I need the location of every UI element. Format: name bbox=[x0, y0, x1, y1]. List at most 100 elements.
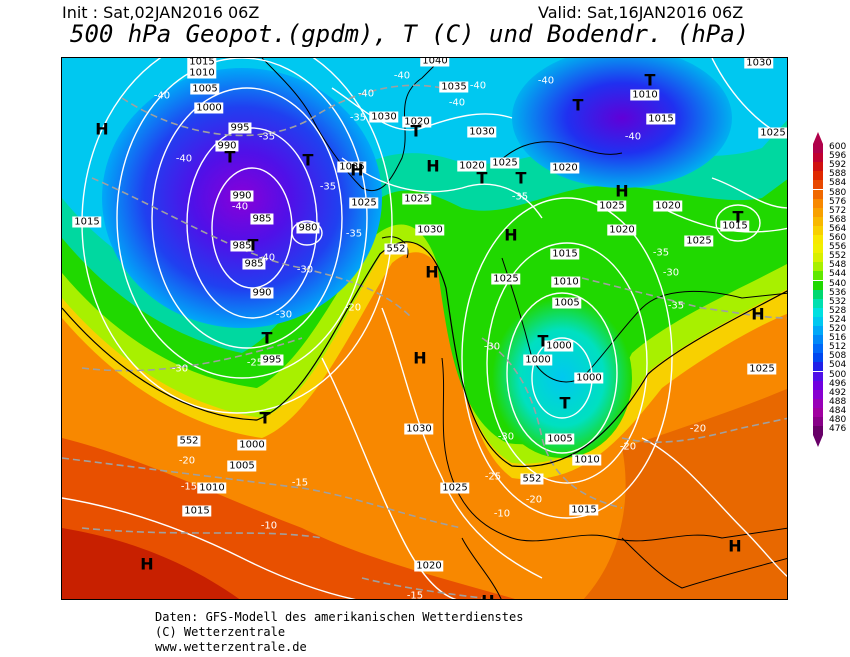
pressure-label: 1010 bbox=[551, 276, 581, 288]
temperature-label: -20 bbox=[689, 423, 707, 435]
legend-value: 528 bbox=[829, 305, 847, 316]
legend-arrow-up-icon bbox=[813, 132, 823, 144]
legend-swatch bbox=[813, 162, 823, 172]
legend-entry: 488 bbox=[813, 396, 850, 408]
pressure-center: H bbox=[413, 348, 427, 368]
pressure-center: H bbox=[426, 156, 440, 176]
pressure-label: 1025 bbox=[349, 197, 379, 209]
pressure-label: 1015 bbox=[569, 504, 599, 516]
pressure-label: 1025 bbox=[684, 235, 714, 247]
pressure-center: H bbox=[728, 536, 742, 556]
pressure-center: H bbox=[140, 554, 154, 574]
legend-entry: 560 bbox=[813, 233, 850, 245]
legend-swatch bbox=[813, 235, 823, 245]
map-canvas bbox=[62, 58, 787, 599]
temperature-label: -40 bbox=[469, 80, 487, 92]
pressure-label: 1025 bbox=[747, 363, 777, 375]
legend-value: 556 bbox=[829, 242, 847, 253]
pressure-center: T bbox=[572, 95, 584, 115]
legend-swatch bbox=[813, 189, 823, 199]
geopotential-label: 552 bbox=[520, 473, 544, 485]
footer-url[interactable]: www.wetterzentrale.de bbox=[155, 640, 307, 654]
temperature-label: -40 bbox=[537, 75, 555, 87]
pressure-center: T bbox=[515, 168, 527, 188]
temperature-label: -40 bbox=[448, 97, 466, 109]
legend-swatch bbox=[813, 153, 823, 163]
legend-value: 496 bbox=[829, 378, 847, 389]
pressure-label: 1030 bbox=[369, 111, 399, 123]
legend-entry: 480 bbox=[813, 415, 850, 427]
legend-value: 520 bbox=[829, 324, 847, 334]
legend-value: 572 bbox=[829, 205, 847, 216]
pressure-label: 995 bbox=[260, 354, 284, 366]
legend-entry: 556 bbox=[813, 242, 850, 254]
temperature-label: -20 bbox=[619, 441, 637, 453]
pressure-label: 980 bbox=[296, 222, 320, 234]
legend-swatch bbox=[813, 144, 823, 154]
pressure-label: 1035 bbox=[337, 161, 367, 173]
legend-entry: 496 bbox=[813, 378, 850, 390]
pressure-label: 1040 bbox=[420, 57, 450, 67]
pressure-label: 985 bbox=[250, 213, 274, 225]
legend-value: 596 bbox=[829, 151, 847, 162]
legend-swatch bbox=[813, 280, 823, 290]
pressure-label: 995 bbox=[228, 122, 252, 134]
pressure-label: 1005 bbox=[227, 460, 257, 472]
temperature-label: -30 bbox=[497, 431, 515, 443]
legend-swatch bbox=[813, 316, 823, 326]
pressure-center: T bbox=[644, 70, 656, 90]
legend-entry: 552 bbox=[813, 251, 850, 263]
pressure-label: 985 bbox=[230, 240, 254, 252]
pressure-label: 1000 bbox=[574, 372, 604, 384]
valid-time: Valid: Sat,16JAN2016 06Z bbox=[538, 3, 744, 22]
temperature-label: -40 bbox=[153, 90, 171, 102]
legend-entry: 520 bbox=[813, 324, 850, 336]
legend-entry: 548 bbox=[813, 260, 850, 272]
legend-value: 568 bbox=[829, 214, 847, 225]
legend-value: 488 bbox=[829, 396, 847, 407]
legend-value: 524 bbox=[829, 314, 847, 325]
temperature-label: -35 bbox=[652, 247, 670, 259]
weather-map: 1015 1010 1005 1000 995 990 990 985 985 985 990 980… bbox=[61, 57, 788, 600]
temperature-label: -35 bbox=[258, 131, 276, 143]
temperature-label: -40 bbox=[393, 70, 411, 82]
pressure-label: 1000 bbox=[523, 354, 553, 366]
pressure-center: T bbox=[732, 207, 744, 227]
legend-value: 512 bbox=[829, 342, 847, 353]
legend-swatch bbox=[813, 171, 823, 181]
legend-swatch bbox=[813, 271, 823, 281]
temperature-label: -35 bbox=[511, 191, 529, 203]
pressure-label: 1000 bbox=[194, 102, 224, 114]
pressure-label: 1020 bbox=[402, 116, 432, 128]
temperature-label: -25 bbox=[484, 471, 502, 483]
pressure-label: 1015 bbox=[550, 248, 580, 260]
pressure-label: 1015 bbox=[72, 216, 102, 228]
legend-swatch bbox=[813, 225, 823, 235]
temperature-label: -25 bbox=[246, 357, 264, 369]
pressure-label: 1005 bbox=[545, 433, 575, 445]
pressure-center: H bbox=[95, 119, 109, 139]
legend-value: 580 bbox=[829, 187, 847, 198]
pressure-label: 1010 bbox=[572, 454, 602, 466]
legend-swatch bbox=[813, 371, 823, 381]
pressure-label: 1025 bbox=[440, 482, 470, 494]
temperature-label: -10 bbox=[493, 508, 511, 520]
pressure-center: T bbox=[261, 328, 273, 348]
pressure-label: 990 bbox=[215, 140, 239, 152]
legend-value: 592 bbox=[829, 160, 847, 171]
legend-swatch bbox=[813, 216, 823, 226]
legend-value: 564 bbox=[829, 223, 847, 234]
legend-value: 560 bbox=[829, 233, 847, 243]
legend-entry: 572 bbox=[813, 205, 850, 217]
legend-value: 480 bbox=[829, 415, 847, 425]
pressure-label: 1035 bbox=[439, 81, 469, 93]
legend-value: 500 bbox=[829, 369, 847, 380]
pressure-center: H bbox=[615, 181, 629, 201]
temperature-label: -10 bbox=[260, 520, 278, 532]
legend-entry: 600 bbox=[813, 142, 850, 154]
legend-value: 532 bbox=[829, 296, 847, 307]
pressure-label: 1015 bbox=[646, 113, 676, 125]
legend-entry: 536 bbox=[813, 288, 850, 299]
legend-value: 544 bbox=[829, 269, 847, 280]
legend-value: 540 bbox=[829, 278, 847, 289]
